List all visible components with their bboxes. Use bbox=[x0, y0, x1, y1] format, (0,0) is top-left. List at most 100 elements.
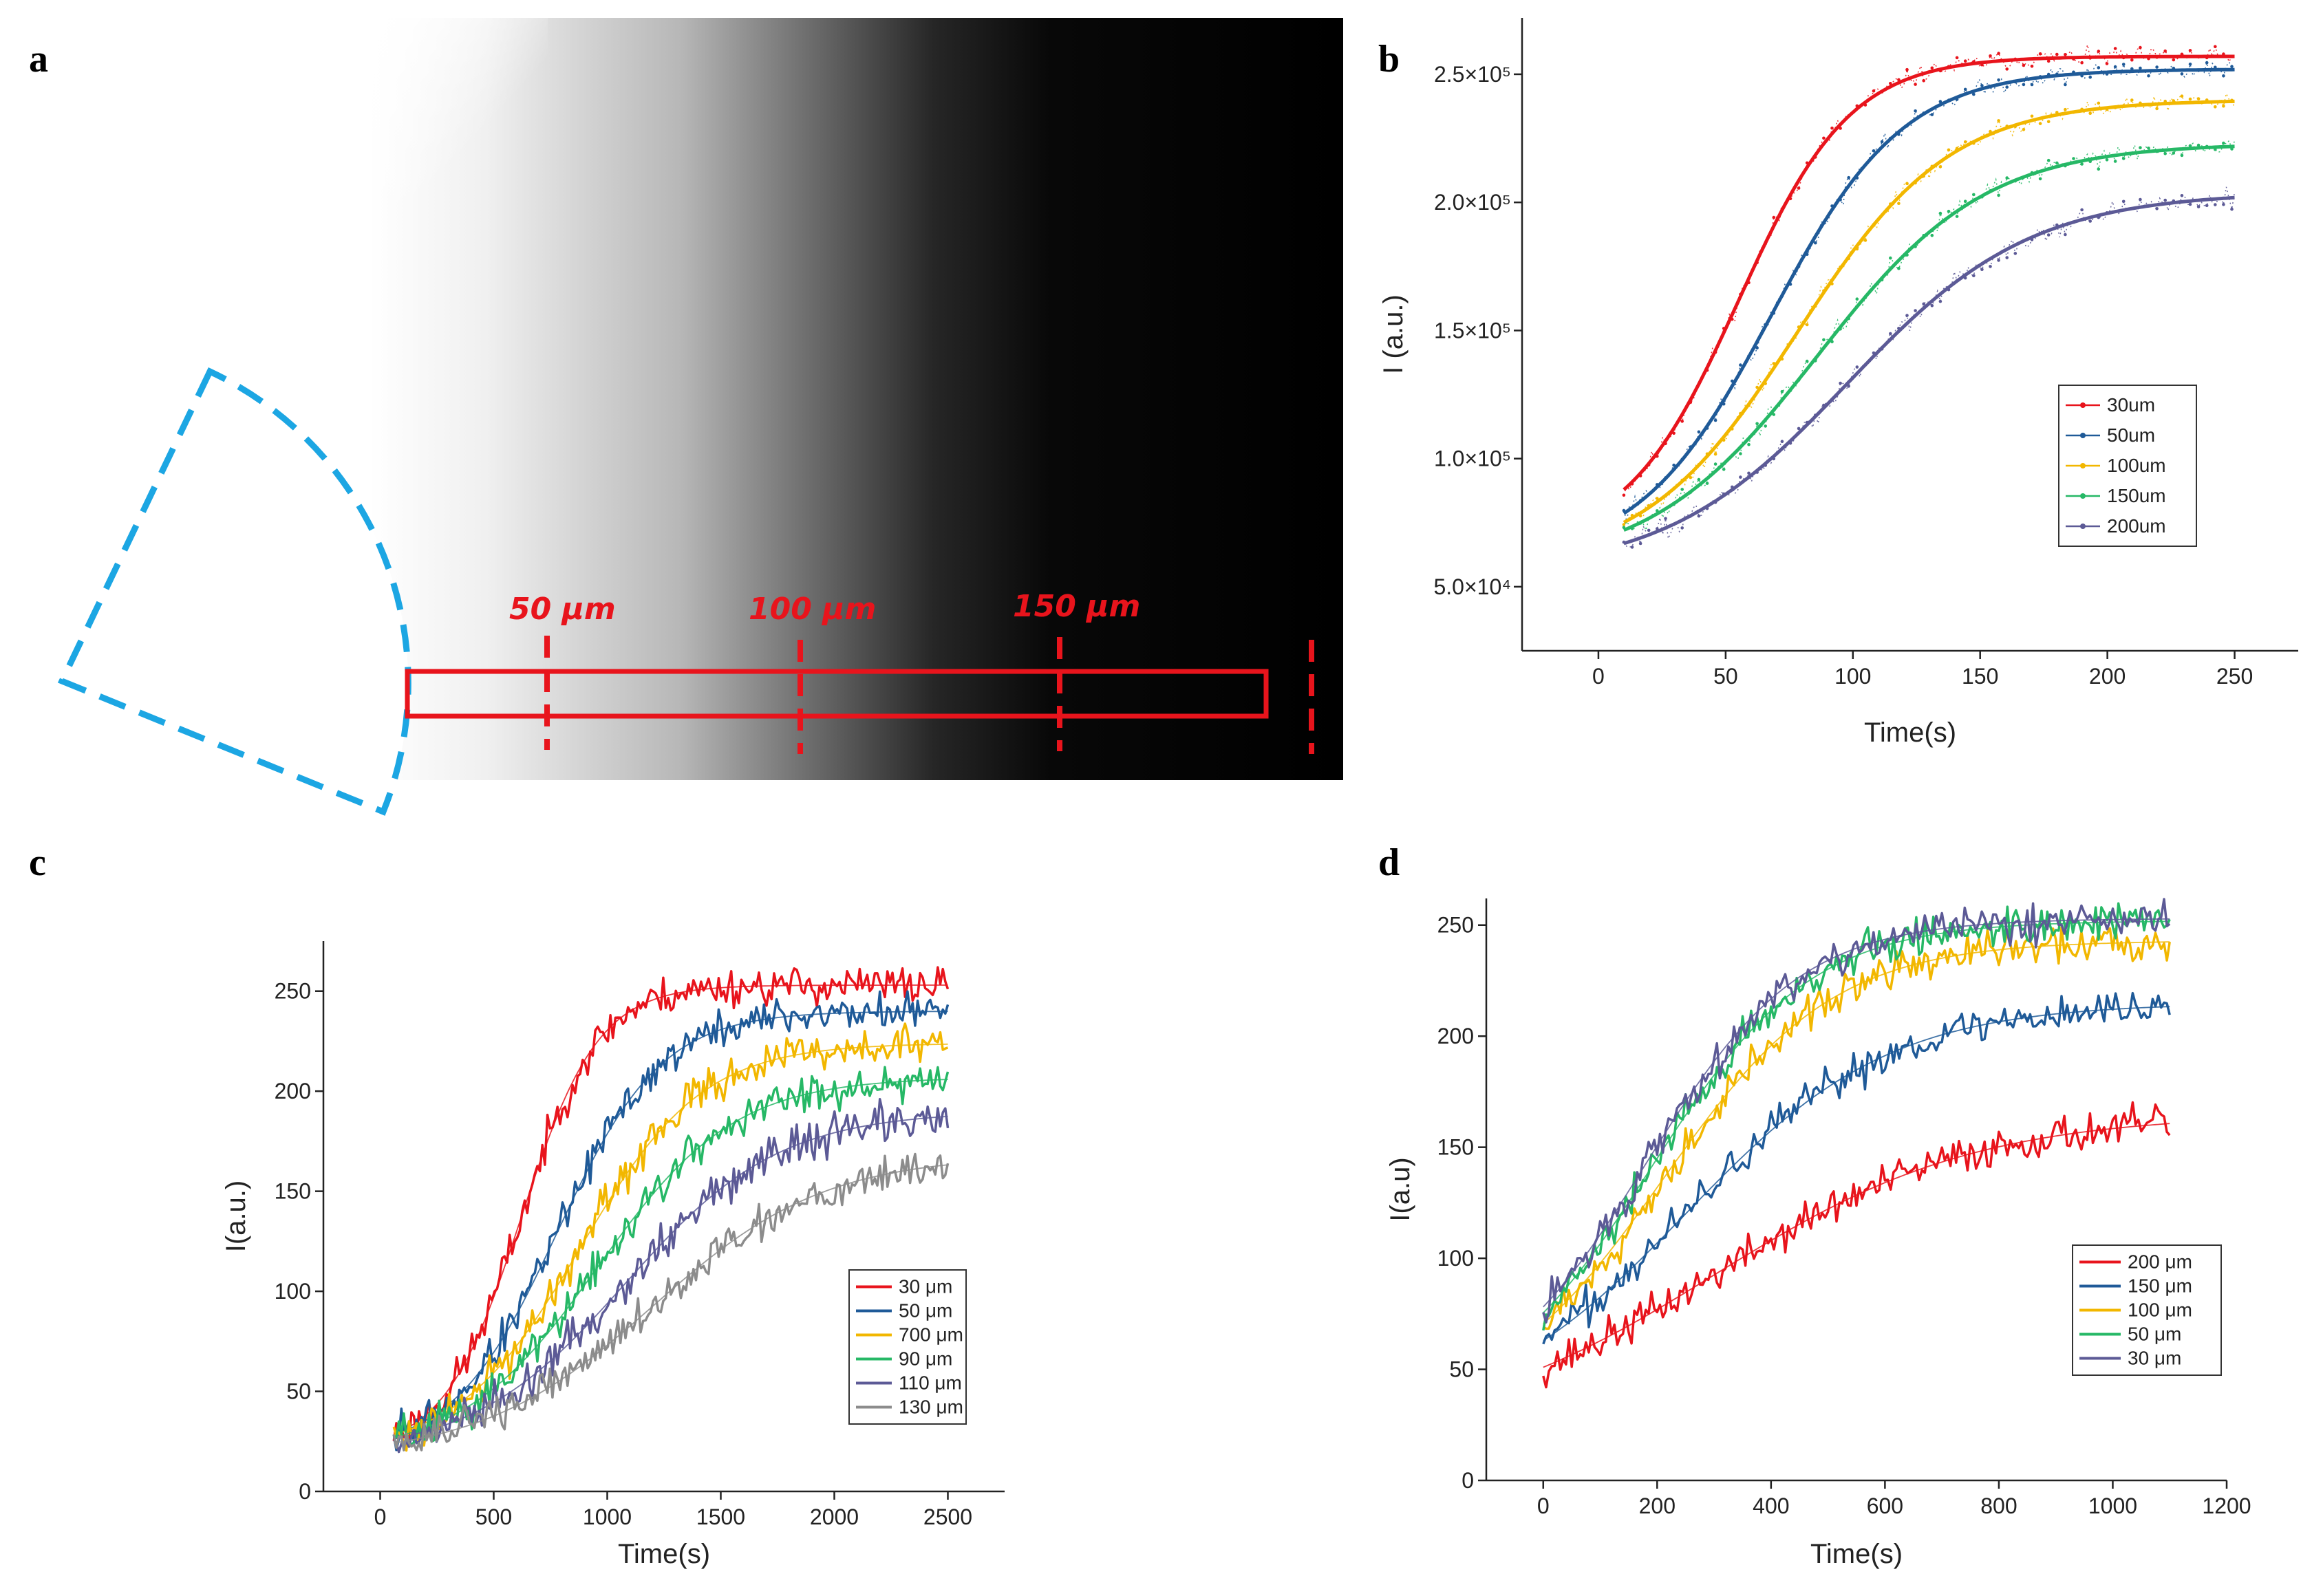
data-point bbox=[2064, 83, 2067, 87]
fit-line bbox=[394, 1079, 948, 1438]
data-point bbox=[1755, 385, 1759, 389]
data-point bbox=[1972, 274, 1976, 278]
chart-d: 0 200 400 600 800 1000 1200 0 50 100 150 200 250 Time… bbox=[1385, 898, 2251, 1569]
data-point bbox=[2005, 85, 2009, 89]
data-point bbox=[1705, 482, 1709, 485]
data-point bbox=[2055, 52, 2059, 56]
data-point bbox=[2030, 83, 2034, 87]
data-line bbox=[392, 1152, 950, 1452]
legend-label: 110 μm bbox=[899, 1372, 962, 1394]
x-axis-title: Time(s) bbox=[1864, 718, 1956, 748]
data-point bbox=[1680, 420, 1684, 423]
y-tick-label: 50 bbox=[1449, 1357, 1474, 1382]
data-point bbox=[2046, 120, 2051, 124]
legend-box bbox=[848, 1269, 967, 1425]
data-point bbox=[1839, 381, 1842, 385]
data-point bbox=[2147, 147, 2150, 150]
series-150um bbox=[1622, 140, 2236, 532]
data-point bbox=[2139, 197, 2142, 202]
data-point bbox=[2222, 141, 2225, 145]
legend-label: 700 μm bbox=[899, 1324, 963, 1346]
data-point bbox=[1797, 186, 1801, 190]
data-point bbox=[1889, 332, 1892, 336]
data-line bbox=[393, 1098, 950, 1454]
series-100um bbox=[1622, 91, 2236, 526]
data-point bbox=[2038, 177, 2042, 181]
y-tick-label: 150 bbox=[1437, 1135, 1474, 1160]
data-point bbox=[2188, 63, 2192, 66]
fit-line bbox=[1623, 144, 2235, 532]
y-tick-label: 1.5×10⁵ bbox=[1434, 318, 1511, 343]
y-tick-label: 2.0×10⁵ bbox=[1434, 190, 1511, 215]
data-point bbox=[2005, 176, 2009, 180]
legend-label: 200um bbox=[2107, 515, 2166, 537]
data-point bbox=[1847, 175, 1850, 180]
data-point bbox=[2188, 144, 2192, 148]
data-point bbox=[2064, 107, 2067, 111]
legend-label: 30 μm bbox=[2128, 1348, 2181, 1369]
data-point bbox=[1855, 365, 1859, 369]
data-point bbox=[1889, 82, 1892, 85]
data-point bbox=[2196, 143, 2201, 147]
data-point bbox=[1755, 422, 1759, 426]
legend-label: 90 μm bbox=[899, 1348, 952, 1370]
x-tick-label: 600 bbox=[1867, 1493, 1903, 1518]
data-point bbox=[2180, 153, 2184, 158]
data-point bbox=[1664, 517, 1667, 521]
panel-label-a: a bbox=[29, 38, 48, 80]
data-point bbox=[2180, 194, 2184, 197]
data-point bbox=[2097, 101, 2101, 105]
data-point bbox=[2005, 256, 2009, 259]
data-point bbox=[1805, 359, 1809, 363]
legend-label: 50 μm bbox=[899, 1300, 952, 1322]
data-point bbox=[1963, 59, 1967, 63]
data-point bbox=[1997, 259, 2000, 262]
legend-label: 50 μm bbox=[2128, 1324, 2181, 1345]
data-point bbox=[1938, 165, 1942, 169]
data-point bbox=[2113, 65, 2117, 69]
legend: 30um 50um 100um 150um 200um bbox=[2058, 385, 2197, 547]
data-point bbox=[2022, 63, 2026, 67]
x-tick-label: 200 bbox=[2089, 664, 2126, 689]
data-point bbox=[2022, 83, 2026, 87]
data-point bbox=[2088, 219, 2092, 223]
panel-label-d: d bbox=[1378, 841, 1400, 884]
data-point bbox=[1980, 268, 1984, 272]
legend-marker bbox=[2080, 463, 2086, 468]
data-point bbox=[1747, 442, 1751, 446]
data-point bbox=[1755, 346, 1759, 350]
data-point bbox=[2013, 252, 2017, 255]
data-point bbox=[2155, 65, 2159, 69]
data-point bbox=[2172, 58, 2176, 62]
data-point bbox=[2130, 98, 2134, 102]
data-point bbox=[1889, 256, 1892, 260]
y-tick-label: 2.5×10⁵ bbox=[1434, 62, 1511, 87]
data-point bbox=[2088, 76, 2092, 79]
x-tick-label: 50 bbox=[1713, 664, 1738, 689]
fit-line bbox=[1543, 918, 2170, 1308]
data-point bbox=[1963, 87, 1967, 91]
x-tick-label: 200 bbox=[1639, 1493, 1676, 1518]
y-axis-title: I(a.u) bbox=[1385, 1157, 1415, 1221]
fit-line bbox=[1543, 941, 2170, 1324]
data-point bbox=[1713, 452, 1717, 456]
data-line bbox=[1542, 898, 2171, 1324]
x-axis-title: Time(s) bbox=[618, 1539, 710, 1569]
data-point bbox=[2097, 167, 2101, 171]
series-100-m bbox=[1542, 926, 2171, 1330]
x-tick-label: 0 bbox=[374, 1505, 387, 1529]
x-tick-label: 400 bbox=[1753, 1493, 1789, 1518]
data-point bbox=[1722, 468, 1726, 471]
x-axis-title: Time(s) bbox=[1810, 1539, 1903, 1569]
data-point bbox=[2105, 62, 2109, 65]
x-tick-label: 1500 bbox=[696, 1505, 745, 1529]
data-point bbox=[2214, 203, 2217, 206]
x-tick-label: 2500 bbox=[923, 1505, 972, 1529]
data-point bbox=[1914, 109, 1917, 113]
y-tick-label: 200 bbox=[275, 1079, 311, 1103]
data-point bbox=[2155, 207, 2159, 211]
data-point bbox=[2188, 97, 2192, 101]
x-tick-label: 1000 bbox=[583, 1505, 632, 1529]
data-point bbox=[1880, 140, 1884, 144]
